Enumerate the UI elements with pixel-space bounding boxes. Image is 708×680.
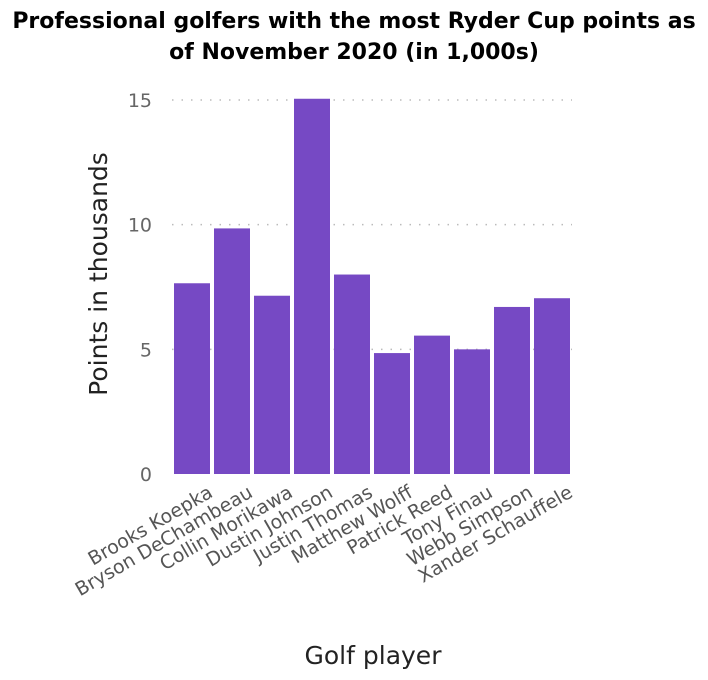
bar — [294, 98, 330, 475]
x-axis-title: Golf player — [305, 641, 443, 670]
bar — [174, 283, 210, 474]
bar — [454, 349, 490, 474]
y-axis-ticks: 0 5 10 15 — [128, 90, 152, 486]
bar — [254, 295, 290, 474]
bar — [334, 274, 370, 474]
y-tick-label: 5 — [140, 339, 152, 361]
bar — [374, 353, 410, 474]
bar — [214, 228, 250, 474]
y-tick-label: 0 — [140, 464, 152, 486]
y-tick-label: 15 — [128, 90, 152, 112]
bar — [534, 298, 570, 474]
bars-layer — [174, 98, 570, 475]
y-tick-label: 10 — [128, 215, 152, 237]
y-axis-title: Points in thousands — [84, 152, 113, 396]
chart-title: Professional golfers with the most Ryder… — [12, 9, 696, 65]
bar — [414, 335, 450, 474]
bar — [494, 306, 530, 474]
